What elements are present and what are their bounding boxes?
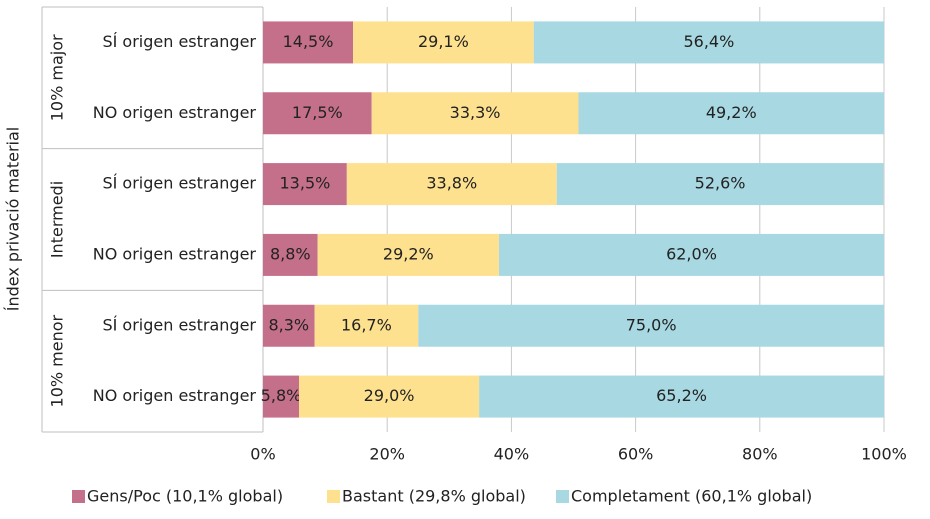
data-label: 56,4%: [683, 32, 734, 51]
data-label: 16,7%: [341, 315, 392, 334]
bar-segment: [418, 304, 884, 347]
legend-swatch: [72, 490, 85, 503]
x-tick-label: 60%: [618, 445, 654, 464]
data-label: 13,5%: [280, 174, 331, 193]
group-label: 10% menor: [48, 314, 67, 407]
bar-segment: [263, 233, 318, 276]
legend-label: Bastant (29,8% global): [342, 487, 526, 506]
bar-segment: [479, 375, 884, 418]
x-tick-label: 80%: [742, 445, 778, 464]
legend-label: Completament (60,1% global): [571, 487, 812, 506]
x-tick-label: 100%: [861, 445, 907, 464]
bar-segment: [263, 163, 347, 206]
legend-swatch: [556, 490, 569, 503]
legend-label: Gens/Poc (10,1% global): [87, 487, 283, 506]
x-tick-label: 40%: [494, 445, 530, 464]
data-label: 8,3%: [268, 315, 309, 334]
data-label: 62,0%: [666, 244, 717, 263]
bar-segment: [346, 163, 557, 206]
bar-segment: [371, 92, 579, 135]
bar-segment: [263, 92, 372, 135]
data-label: 8,8%: [270, 244, 311, 263]
y-tick-label: SÍ origen estranger: [102, 32, 256, 51]
data-label: 29,2%: [383, 244, 434, 263]
bar-segment: [299, 375, 480, 418]
data-label: 5,8%: [261, 386, 302, 405]
data-label: 14,5%: [283, 32, 334, 51]
data-label: 52,6%: [695, 174, 746, 193]
bar-segment: [263, 375, 300, 418]
data-label: 33,8%: [426, 174, 477, 193]
bar-segment: [263, 21, 354, 64]
bar-segment: [353, 21, 534, 64]
data-label: 75,0%: [626, 315, 677, 334]
bar-segment: [314, 304, 419, 347]
x-tick-label: 20%: [369, 445, 405, 464]
bar-segment: [533, 21, 884, 64]
data-label: 65,2%: [656, 386, 707, 405]
legend-swatch: [327, 490, 340, 503]
data-label: 17,5%: [292, 103, 343, 122]
group-label: Intermedi: [48, 181, 67, 258]
y-tick-label: SÍ origen estranger: [102, 315, 256, 334]
bar-segment: [556, 163, 884, 206]
group-label: 10% major: [48, 34, 67, 121]
y-tick-label: SÍ origen estranger: [102, 174, 256, 193]
data-label: 49,2%: [706, 103, 757, 122]
bar-segment: [578, 92, 884, 135]
data-label: 29,1%: [418, 32, 469, 51]
bar-segment: [317, 233, 499, 276]
x-tick-label: 0%: [250, 445, 275, 464]
data-label: 33,3%: [450, 103, 501, 122]
y-tick-label: NO origen estranger: [93, 386, 257, 405]
data-label: 29,0%: [364, 386, 415, 405]
bar-segment: [263, 304, 315, 347]
y-tick-label: NO origen estranger: [93, 103, 257, 122]
bar-segment: [498, 233, 884, 276]
y-axis-label: Índex privació material: [4, 127, 23, 311]
y-tick-label: NO origen estranger: [93, 244, 257, 263]
